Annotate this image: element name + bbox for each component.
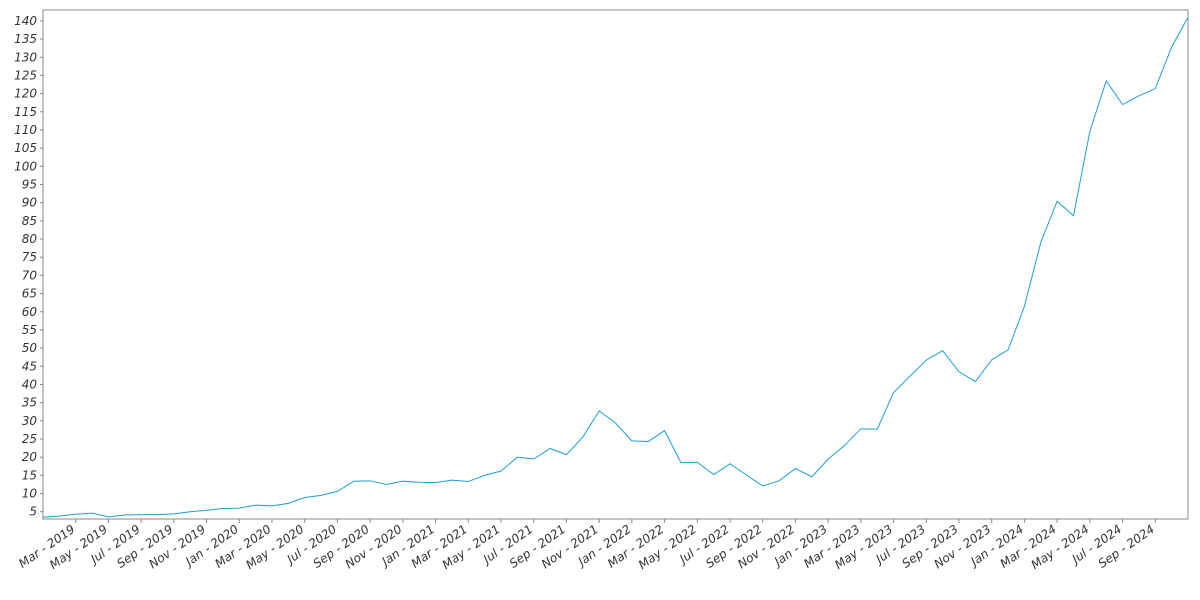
y-tick-label: 140: [14, 14, 37, 28]
y-tick-label: 40: [22, 377, 38, 391]
y-tick-label: 30: [22, 414, 38, 428]
y-tick-label: 115: [14, 105, 37, 119]
y-tick-label: 35: [22, 396, 37, 410]
y-tick-label: 135: [14, 32, 37, 46]
y-tick-label: 15: [22, 468, 37, 482]
y-tick-label: 5: [29, 505, 37, 519]
y-tick-label: 75: [22, 250, 37, 264]
y-tick-label: 65: [22, 287, 37, 301]
y-tick-label: 125: [14, 68, 37, 82]
y-tick-label: 110: [14, 123, 37, 137]
y-tick-label: 95: [22, 178, 37, 192]
y-tick-label: 130: [14, 50, 37, 64]
y-tick-label: 55: [22, 323, 37, 337]
y-tick-label: 90: [22, 196, 38, 210]
y-tick-label: 10: [22, 487, 38, 501]
price-line: [42, 17, 1189, 518]
y-tick-label: 85: [22, 214, 37, 228]
y-tick-label: 45: [22, 359, 37, 373]
y-tick-label: 20: [22, 450, 38, 464]
plot-frame: [42, 9, 1189, 520]
y-tick-label: 50: [22, 341, 38, 355]
y-tick-label: 105: [14, 141, 37, 155]
y-tick-label: 100: [14, 159, 37, 173]
y-tick-label: 60: [22, 305, 38, 319]
y-tick-label: 70: [22, 268, 38, 282]
y-tick-label: 120: [14, 87, 37, 101]
y-tick-label: 25: [22, 432, 37, 446]
y-tick-label: 80: [22, 232, 38, 246]
